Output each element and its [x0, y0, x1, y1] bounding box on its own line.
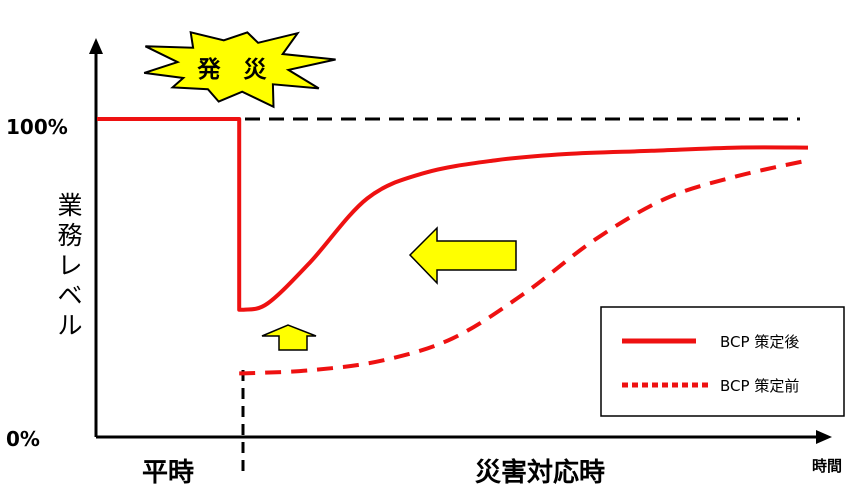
y-tick-0: 0% [6, 427, 40, 451]
y-axis-label-char: ベ [57, 281, 82, 310]
series-line-bcp-before [239, 158, 809, 376]
legend-label-bcp-after: BCP 策定後 [720, 333, 799, 351]
y-tick-100: 100% [6, 115, 68, 139]
improvement-arrow-left-icon [408, 226, 517, 285]
x-axis-label: 時間 [812, 457, 842, 475]
legend-box [600, 306, 845, 417]
improvement-arrow-up-icon [261, 324, 317, 351]
y-axis-label-char: 業 [57, 191, 82, 220]
y-axis-label-char: ル [57, 311, 82, 340]
y-axis-label-char: 務 [57, 221, 82, 250]
phase-label-disaster-response: 災害対応時 [475, 457, 605, 487]
disaster-burst-icon: 発 災 [143, 30, 336, 109]
legend-label-bcp-before: BCP 策定前 [720, 377, 799, 395]
phase-label-normal: 平時 [142, 458, 194, 487]
x-axis-arrowhead [816, 430, 832, 444]
y-axis-label-char: レ [57, 251, 82, 280]
burst-label: 発 災 [197, 57, 268, 83]
axes [89, 38, 832, 444]
legend: BCP 策定後 BCP 策定前 [600, 306, 845, 417]
burst-shape [143, 30, 336, 109]
series-line-bcp-after [97, 117, 809, 312]
y-axis-arrowhead [89, 38, 103, 54]
